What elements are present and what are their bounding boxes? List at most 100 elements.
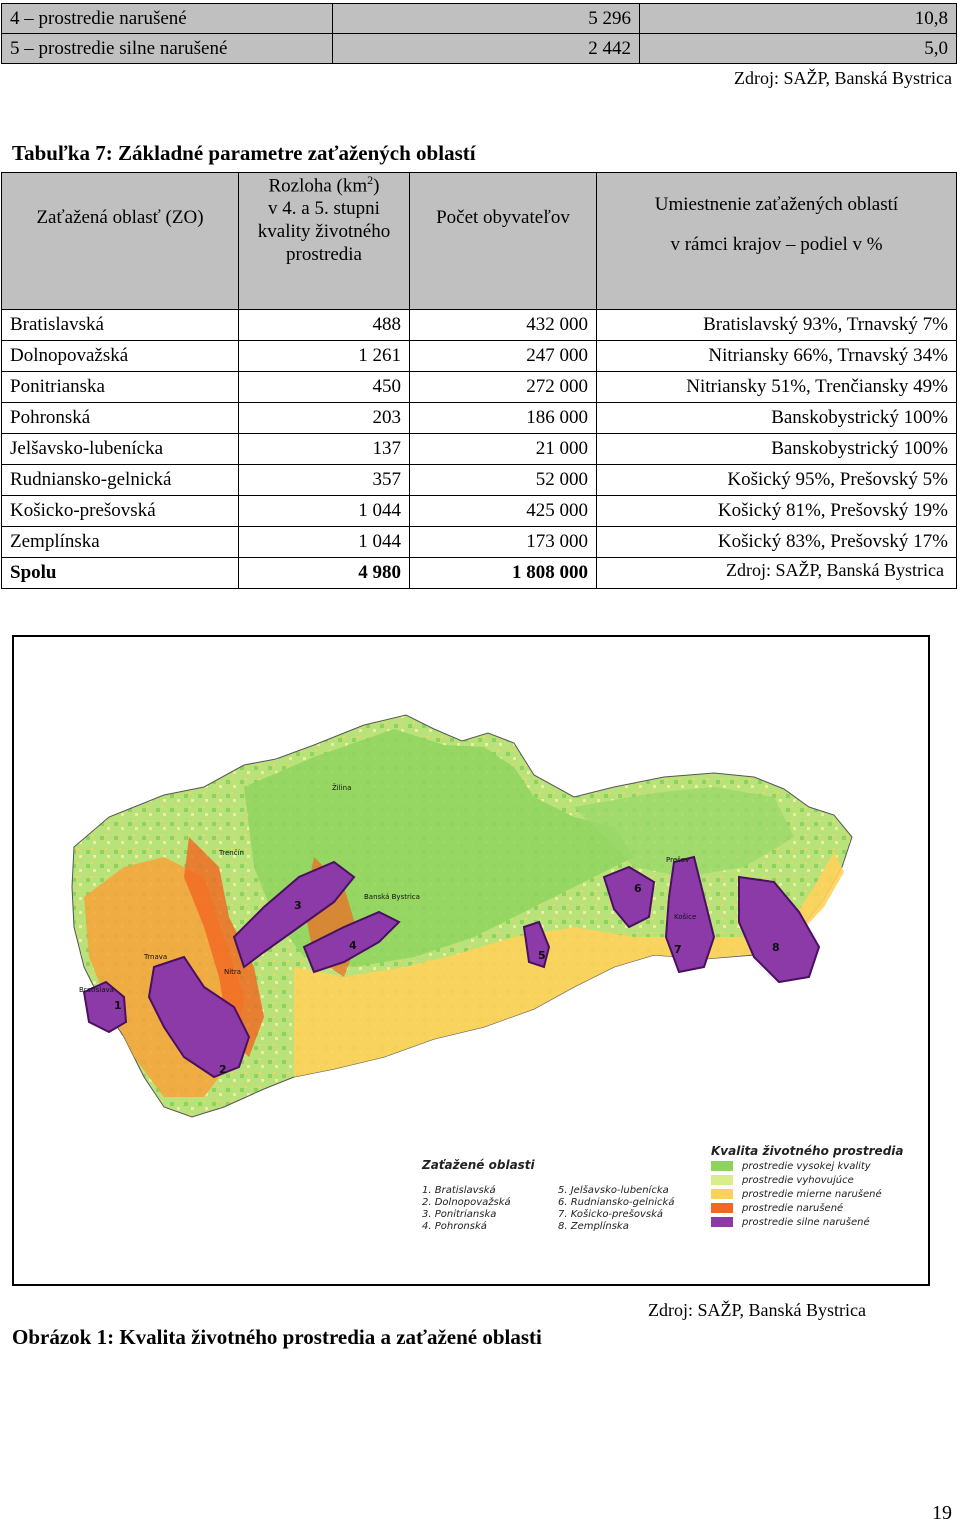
population-value: 432 000: [409, 309, 597, 341]
location-value: Nitriansky 51%, Trenčiansky 49%: [596, 371, 957, 403]
area-value: 1 044: [238, 526, 410, 558]
source-note: Zdroj: SAŽP, Banská Bystrica: [726, 560, 944, 580]
table-row: 5 – prostredie silne narušené 2 442 5,0: [1, 33, 957, 64]
total-area: 4 980: [238, 557, 410, 589]
total-label: Spolu: [1, 557, 239, 589]
city-label: Žilina: [332, 783, 351, 792]
legend-swatch: [711, 1217, 733, 1227]
location-value: Bratislavský 93%, Trnavský 7%: [596, 309, 957, 341]
quality-legend-item: prostredie vyhovujúce: [741, 1174, 854, 1186]
area-value: 450: [238, 371, 410, 403]
percent-value: 5,0: [639, 33, 957, 64]
zone-number: 8: [772, 941, 780, 954]
zones-legend-item: 2. Dolnopovažská: [422, 1196, 511, 1208]
quality-label: 4 – prostredie narušené: [1, 3, 333, 34]
zone-name: Jelšavsko-lubenícka: [1, 433, 239, 465]
zone-number: 6: [634, 882, 642, 895]
top-table: 4 – prostredie narušené 5 296 10,8 5 – p…: [1, 3, 957, 64]
population-value: 21 000: [409, 433, 597, 465]
city-label: Banská Bystrica: [364, 893, 420, 901]
area-value: 1 261: [238, 340, 410, 372]
header-area: Rozloha (km2) v 4. a 5. stupni kvality ž…: [238, 172, 410, 310]
figure-source: Zdroj: SAŽP, Banská Bystrica: [648, 1300, 866, 1320]
zone-name: Košicko-prešovská: [1, 495, 239, 527]
slovakia-map: Žilina Trenčín Banská Bystrica Trnava Nitra B…: [71, 714, 904, 1232]
table-row: Bratislavská 488 432 000 Bratislavský 93%, …: [1, 309, 957, 341]
area-value: 2 442: [332, 33, 640, 64]
zones-legend-item: 1. Bratislavská: [422, 1184, 496, 1196]
table-row: Dolnopovažská 1 261 247 000 Nitriansky 66%,…: [1, 340, 957, 372]
location-value: Košický 83%, Prešovský 17%: [596, 526, 957, 558]
population-value: 173 000: [409, 526, 597, 558]
percent-value: 10,8: [639, 3, 957, 34]
total-row: Spolu 4 980 1 808 000: [1, 557, 957, 589]
location-value: Banskobystrický 100%: [596, 433, 957, 465]
quality-legend-item: prostredie narušené: [741, 1202, 843, 1214]
table-row: Ponitrianska 450 272 000 Nitriansky 51%, Tr…: [1, 371, 957, 403]
total-empty: [596, 557, 957, 589]
zones-legend-item: 4. Pohronská: [422, 1220, 487, 1232]
table-row: Jelšavsko-lubenícka 137 21 000 Banskobystri…: [1, 433, 957, 465]
table7: Zaťažená oblasť (ZO) Rozloha (km2) v 4. …: [1, 172, 957, 589]
zones-legend-item: 8. Zemplínska: [558, 1220, 629, 1232]
quality-legend-item: prostredie vysokej kvality: [741, 1161, 872, 1172]
legend-swatch: [711, 1175, 733, 1185]
table-row: Rudniansko-gelnická 357 52 000 Košický 95%,…: [1, 464, 957, 496]
zone-name: Pohronská: [1, 402, 239, 434]
location-value: Nitriansky 66%, Trnavský 34%: [596, 340, 957, 372]
zone-number: 4: [349, 939, 357, 952]
quality-legend-item: prostredie mierne narušené: [741, 1188, 882, 1200]
city-label: Prešov: [666, 856, 689, 864]
area-value: 137: [238, 433, 410, 465]
zones-legend-title: Zaťažené oblasti: [421, 1158, 536, 1172]
zone-name: Dolnopovažská: [1, 340, 239, 372]
area-value: 1 044: [238, 495, 410, 527]
zones-legend-item: 3. Ponitrianska: [422, 1209, 496, 1220]
area-value: 357: [238, 464, 410, 496]
area-value: 203: [238, 402, 410, 434]
quality-label: 5 – prostredie silne narušené: [1, 33, 333, 64]
zones-legend-item: 7. Košicko-prešovská: [558, 1208, 663, 1220]
location-value: Banskobystrický 100%: [596, 402, 957, 434]
zone-name: Bratislavská: [1, 309, 239, 341]
area-value: 488: [238, 309, 410, 341]
legend-swatch: [711, 1189, 733, 1199]
location-value: Košický 81%, Prešovský 19%: [596, 495, 957, 527]
header-zo: Zaťažená oblasť (ZO): [1, 172, 239, 310]
population-value: 272 000: [409, 371, 597, 403]
zones-legend-item: 5. Jelšavsko-lubenícka: [558, 1184, 669, 1196]
table-header-row: Zaťažená oblasť (ZO) Rozloha (km2) v 4. …: [1, 172, 957, 310]
legend-swatch: [711, 1161, 733, 1171]
header-population: Počet obyvateľov: [409, 172, 597, 310]
zones-legend-item: 6. Rudniansko-gelnická: [558, 1196, 674, 1208]
table-row: 4 – prostredie narušené 5 296 10,8: [1, 3, 957, 34]
city-label: Košice: [674, 913, 696, 921]
page-number: 19: [932, 1502, 952, 1524]
table-row: Zemplínska 1 044 173 000 Košický 83%, Prešo…: [1, 526, 957, 558]
zone-name: Rudniansko-gelnická: [1, 464, 239, 496]
quality-legend-item: prostredie silne narušené: [741, 1216, 870, 1228]
quality-legend: Kvalita životného prostredia prostredie …: [711, 1144, 904, 1228]
legend-swatch: [711, 1203, 733, 1213]
area-value: 5 296: [332, 3, 640, 34]
source-note: Zdroj: SAŽP, Banská Bystrica: [734, 68, 952, 88]
table-title: Tabuľka 7: Základné parametre zaťažených…: [12, 141, 476, 165]
zone-name: Ponitrianska: [1, 371, 239, 403]
city-label: Nitra: [224, 968, 241, 976]
quality-legend-title: Kvalita životného prostredia: [711, 1144, 904, 1158]
zone-name: Zemplínska: [1, 526, 239, 558]
quality-map: Žilina Trenčín Banská Bystrica Trnava Nitra B…: [12, 635, 930, 1286]
zone-number: 1: [114, 999, 122, 1012]
population-value: 186 000: [409, 402, 597, 434]
city-label: Trnava: [143, 953, 167, 961]
population-value: 52 000: [409, 464, 597, 496]
zone-number: 5: [538, 949, 546, 962]
zone-number: 7: [674, 943, 682, 956]
total-population: 1 808 000: [409, 557, 597, 589]
table-row: Košicko-prešovská 1 044 425 000 Košický 81%…: [1, 495, 957, 527]
city-label: Bratislava: [79, 986, 114, 994]
zone-number: 3: [294, 899, 302, 912]
figure-caption: Obrázok 1: Kvalita životného prostredia …: [12, 1325, 542, 1349]
location-value: Košický 95%, Prešovský 5%: [596, 464, 957, 496]
